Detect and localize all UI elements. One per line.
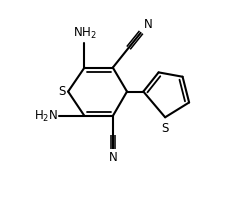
Text: S: S [161, 122, 168, 135]
Text: N: N [143, 17, 152, 31]
Text: S: S [58, 85, 65, 98]
Text: N: N [108, 151, 117, 164]
Text: NH$_2$: NH$_2$ [72, 26, 96, 41]
Text: H$_2$N: H$_2$N [34, 108, 58, 124]
